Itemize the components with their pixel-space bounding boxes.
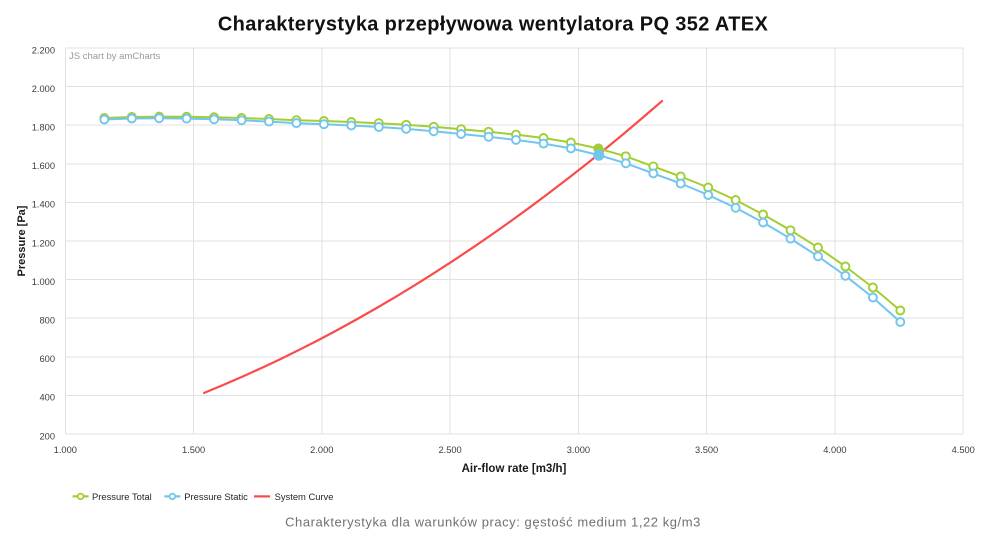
- svg-text:600: 600: [39, 354, 55, 364]
- svg-text:Charakterystyka dla warunków p: Charakterystyka dla warunków pracy: gęst…: [285, 515, 701, 530]
- svg-text:1.500: 1.500: [182, 445, 205, 455]
- svg-text:Pressure Static: Pressure Static: [184, 491, 248, 502]
- svg-text:1.400: 1.400: [32, 200, 55, 210]
- svg-text:3.500: 3.500: [695, 445, 718, 455]
- svg-text:Pressure Total: Pressure Total: [92, 491, 152, 502]
- svg-text:1.200: 1.200: [32, 238, 55, 248]
- svg-text:1.000: 1.000: [54, 445, 77, 455]
- svg-text:1.600: 1.600: [32, 161, 55, 171]
- svg-text:200: 200: [39, 431, 55, 441]
- svg-text:400: 400: [39, 393, 55, 403]
- svg-text:System Curve: System Curve: [275, 491, 334, 502]
- svg-text:800: 800: [39, 316, 55, 326]
- svg-text:1.000: 1.000: [32, 277, 55, 287]
- svg-text:Charakterystyka przepływowa we: Charakterystyka przepływowa wentylatora …: [218, 14, 769, 36]
- svg-text:2.000: 2.000: [32, 84, 55, 94]
- svg-text:JS chart by amCharts: JS chart by amCharts: [69, 51, 161, 62]
- svg-text:4.000: 4.000: [823, 445, 846, 455]
- svg-text:2.000: 2.000: [310, 445, 333, 455]
- svg-text:3.000: 3.000: [567, 445, 590, 455]
- svg-text:4.500: 4.500: [952, 445, 975, 455]
- svg-text:2.500: 2.500: [438, 445, 461, 455]
- svg-text:1.800: 1.800: [32, 123, 55, 133]
- svg-text:2.200: 2.200: [32, 45, 55, 55]
- svg-text:Pressure [Pa]: Pressure [Pa]: [16, 205, 28, 276]
- svg-text:Air-flow rate [m3/h]: Air-flow rate [m3/h]: [462, 463, 567, 475]
